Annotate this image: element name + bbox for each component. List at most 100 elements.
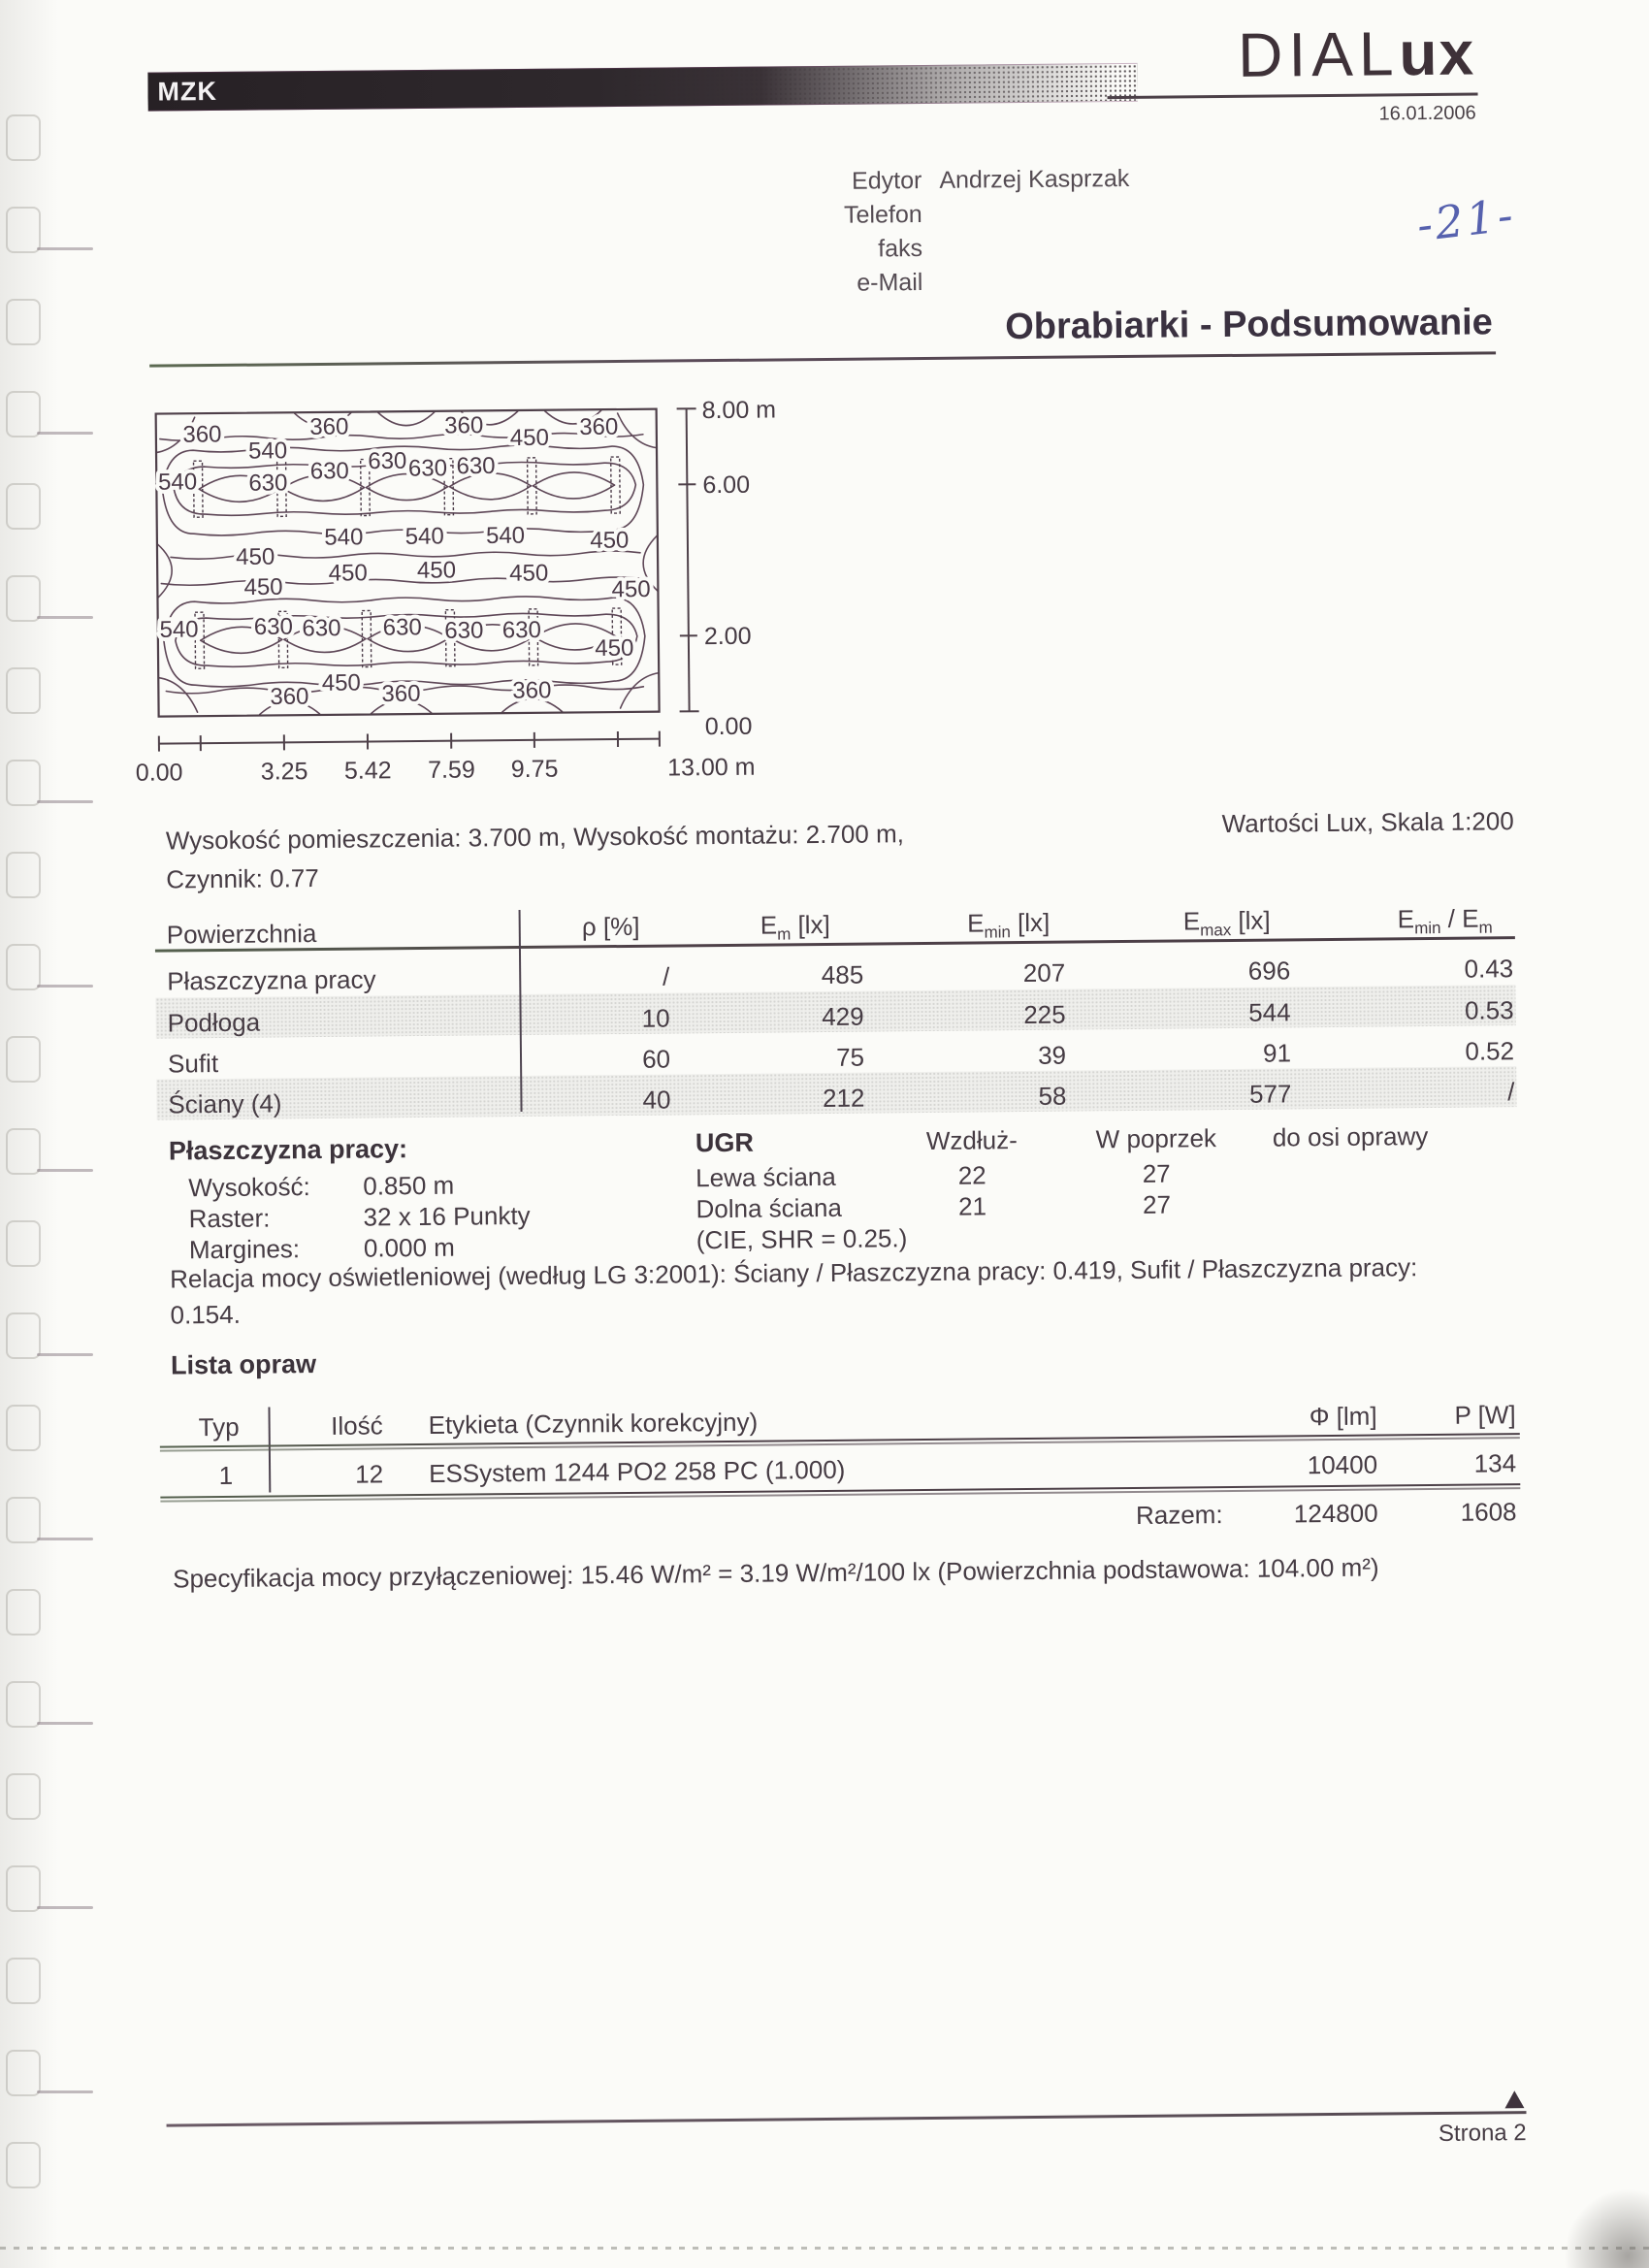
room-info-line2: Czynnik: 0.77 <box>166 863 319 894</box>
surface-row-value: 544 <box>1248 997 1291 1027</box>
ugr-col1-header: Wzdłuż- <box>925 1125 1018 1156</box>
surface-row-value: 0.53 <box>1464 995 1514 1025</box>
contact-row: Edytor Andrzej Kasprzak <box>671 162 1129 201</box>
lum-total-label: Razem: <box>1135 1500 1223 1530</box>
lum-row-typ: 1 <box>218 1460 234 1491</box>
svg-text:9.75: 9.75 <box>511 756 559 783</box>
svg-text:540: 540 <box>405 523 444 549</box>
svg-text:5.42: 5.42 <box>344 757 392 784</box>
surface-row-label: Sufit <box>167 1049 219 1079</box>
surface-row-value: 58 <box>1038 1081 1067 1111</box>
surface-row-value: 39 <box>1037 1040 1067 1070</box>
svg-text:360: 360 <box>444 412 483 438</box>
binding-hole-mark <box>6 575 41 622</box>
scan-edge-noise <box>0 2247 1649 2250</box>
contour-lines <box>155 409 661 716</box>
lum-row-etykieta: ESSystem 1244 PO2 258 PC (1.000) <box>428 1454 846 1488</box>
binding-hole-mark <box>6 1773 41 1820</box>
ugr-block: UGR Wzdłuż- W poprzek do osi oprawy Lewa ści… <box>681 1109 1516 1272</box>
surface-row-value: / <box>1507 1077 1515 1107</box>
binding-hole-mark <box>6 1128 41 1175</box>
svg-text:360: 360 <box>512 677 551 703</box>
binding-hole-mark <box>6 1497 41 1543</box>
binding-hole-mark <box>6 1681 41 1728</box>
binding-hole-mark <box>6 2142 41 2188</box>
svg-text:450: 450 <box>329 560 368 586</box>
client-logo-text: MZK <box>157 76 218 107</box>
binding-hole-mark <box>6 944 41 990</box>
binding-hole-mark <box>6 1036 41 1083</box>
y-axis <box>676 407 699 713</box>
svg-text:630: 630 <box>310 458 349 484</box>
svg-text:7.59: 7.59 <box>428 756 475 783</box>
binding-hole-mark <box>6 852 41 898</box>
workplane-row-label: Raster: <box>188 1203 271 1234</box>
surface-row-value: 91 <box>1262 1038 1292 1068</box>
contact-label: faks <box>878 234 923 263</box>
workplane-row-label: Margines: <box>188 1234 301 1265</box>
contact-label: Edytor <box>851 167 922 195</box>
svg-text:360: 360 <box>309 413 348 439</box>
surfaces-header: Emin / Em <box>1397 903 1493 938</box>
surfaces-header: Emax [lx] <box>1182 905 1271 940</box>
contact-value <box>922 266 940 300</box>
svg-text:630: 630 <box>302 615 340 641</box>
ugr-note: (CIE, SHR = 0.25.) <box>695 1223 908 1255</box>
binding-hole-shadow <box>37 1722 93 1725</box>
binding-hole-shadow <box>37 432 93 435</box>
surfaces-col0-header: Powierzchnia <box>166 919 317 950</box>
lum-total-power: 1608 <box>1460 1497 1517 1527</box>
binding-hole-mark <box>6 1312 41 1359</box>
workplane-row-value: 0.000 m <box>363 1232 455 1263</box>
surface-row-value: 60 <box>641 1044 671 1074</box>
binding-hole-mark <box>6 2050 41 2096</box>
surface-row-value: / <box>662 961 670 991</box>
surface-row-value: 207 <box>1022 957 1066 988</box>
surface-row-value: 40 <box>642 1085 671 1115</box>
surface-row-value: 485 <box>821 959 864 990</box>
contact-value <box>922 198 940 232</box>
lum-header-power: P [W] <box>1454 1400 1516 1430</box>
surface-row-value: 75 <box>835 1042 865 1072</box>
svg-text:3.25: 3.25 <box>261 758 308 785</box>
lum-row-flux: 10400 <box>1307 1449 1378 1480</box>
binding-hole-mark <box>6 1405 41 1451</box>
contact-label: e-Mail <box>857 268 923 297</box>
ugr-row-value1: 21 <box>957 1191 987 1221</box>
surface-row-value: 577 <box>1248 1079 1292 1109</box>
svg-text:360: 360 <box>579 414 618 440</box>
binding-hole-mark <box>6 207 41 253</box>
ugr-col3-header: do osi oprawy <box>1272 1121 1429 1152</box>
lum-row-power: 134 <box>1473 1448 1517 1478</box>
luminaire-list-heading: Lista opraw <box>170 1349 317 1380</box>
svg-text:450: 450 <box>509 560 548 586</box>
surface-row-value: 10 <box>641 1003 670 1033</box>
binding-hole-shadow <box>37 800 93 803</box>
binding-hole-mark <box>6 1589 41 1636</box>
svg-text:630: 630 <box>368 448 406 474</box>
contact-row: Telefon <box>672 196 1130 235</box>
workplane-row-label: Wysokość: <box>188 1172 310 1203</box>
svg-text:450: 450 <box>417 557 456 583</box>
ugr-row-label: Lewa ściana <box>695 1161 836 1193</box>
luminaire-list-table: Typ Ilość Etykieta (Czynnik korekcyjny) Φ [… <box>159 1390 1521 1539</box>
binding-hole-mark <box>6 667 41 714</box>
svg-text:13.00 m: 13.00 m <box>667 754 756 782</box>
surface-row-value: 696 <box>1247 956 1291 986</box>
binding-hole-mark <box>6 1958 41 2004</box>
ugr-row-value2: 27 <box>1142 1158 1171 1188</box>
lum-header-typ: Typ <box>198 1411 240 1442</box>
svg-text:2.00: 2.00 <box>704 623 752 650</box>
binding-hole-shadow <box>37 1353 93 1356</box>
x-axis <box>157 730 661 752</box>
lum-total-flux: 124800 <box>1293 1498 1378 1529</box>
binding-hole-mark <box>6 1865 41 1912</box>
y-axis-labels: 8.00 m 6.00 2.00 0.00 <box>701 396 776 740</box>
lux-scale-note: Wartości Lux, Skala 1:200 <box>1221 806 1514 839</box>
svg-text:540: 540 <box>159 616 198 642</box>
svg-text:450: 450 <box>595 635 633 662</box>
surface-row-value: 0.43 <box>1464 954 1514 984</box>
